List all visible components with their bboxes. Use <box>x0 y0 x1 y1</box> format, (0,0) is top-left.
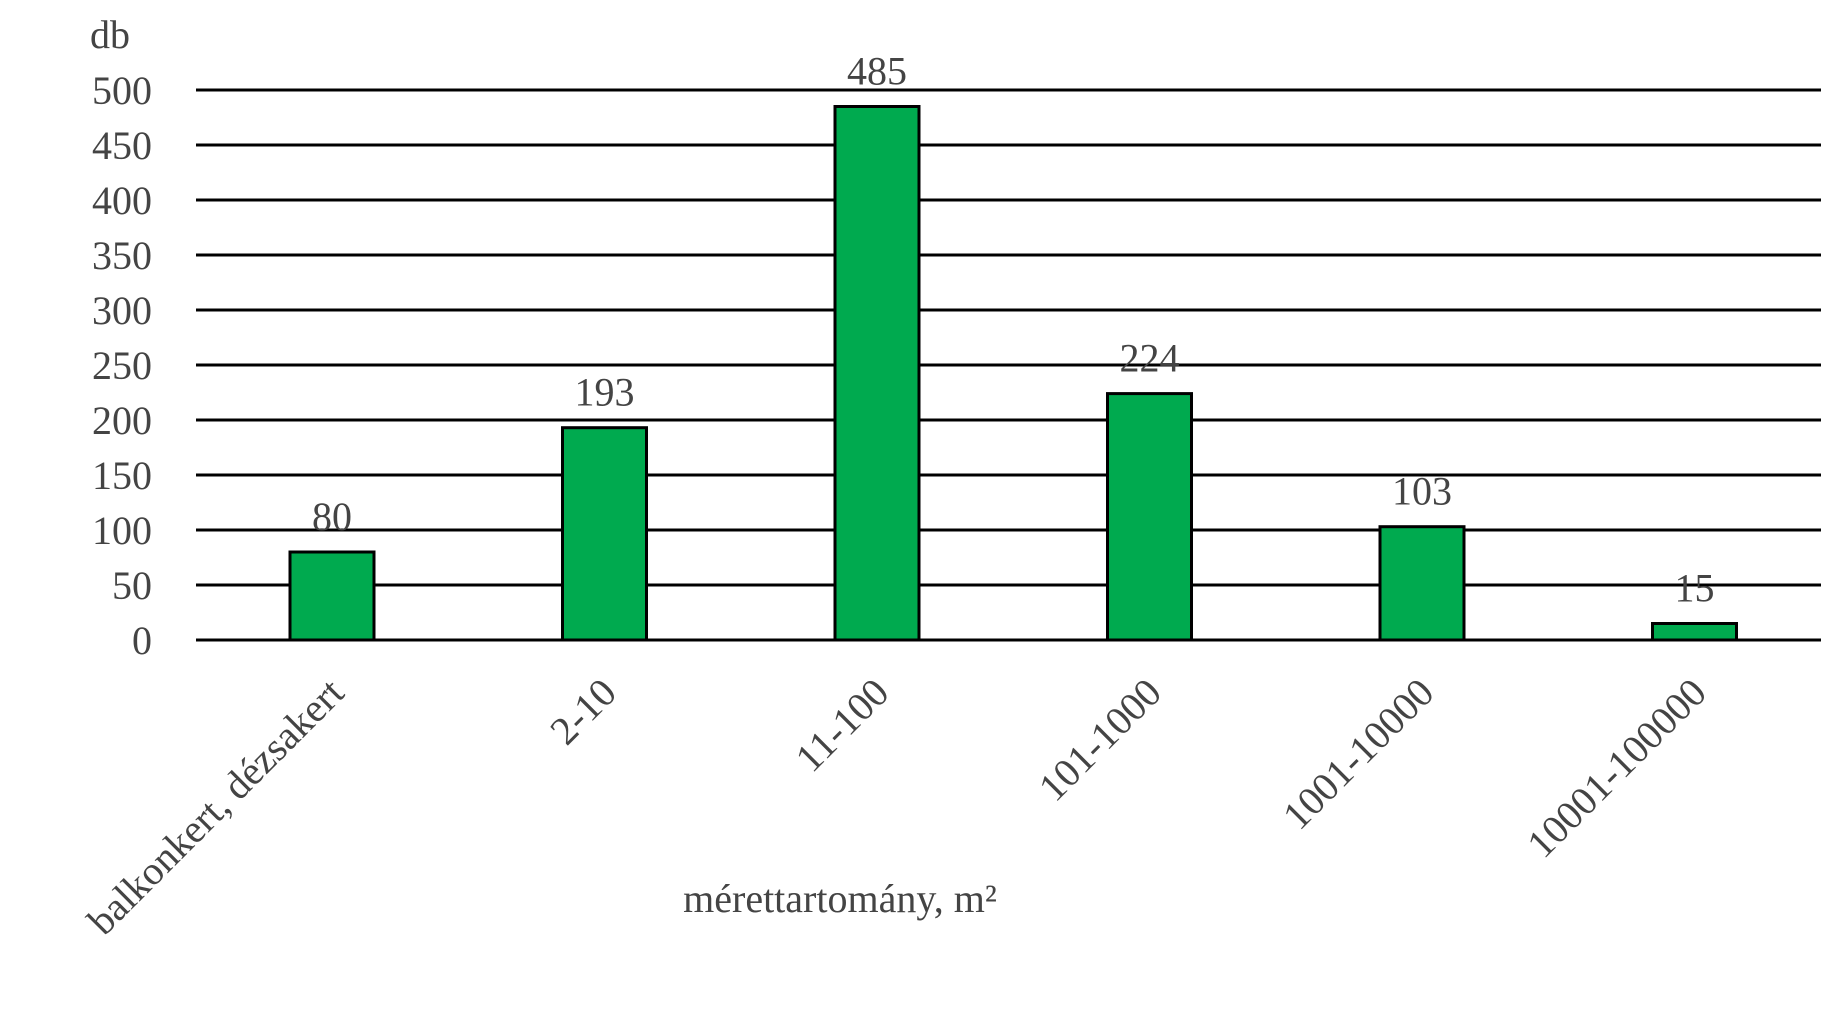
y-tick-label: 400 <box>92 178 152 223</box>
x-tick-label: 101-1000 <box>1030 670 1170 810</box>
x-tick-label: 11-100 <box>786 670 897 781</box>
y-tick-label: 100 <box>92 508 152 553</box>
y-tick-label: 450 <box>92 123 152 168</box>
data-label: 80 <box>312 494 352 539</box>
x-axis-label: mérettartomány, m² <box>683 876 997 921</box>
gridlines <box>196 88 1821 642</box>
bar <box>833 105 921 642</box>
y-tick-label: 50 <box>112 563 152 608</box>
data-labels: 80 193 485 224 103 15 <box>312 49 1715 611</box>
bars <box>288 105 1738 642</box>
x-tick-label: balkonkert, dézsakert <box>79 670 353 944</box>
y-tick-label: 300 <box>92 288 152 333</box>
bar <box>1106 392 1193 642</box>
bar <box>288 550 376 642</box>
y-tick-label: 350 <box>92 233 152 278</box>
bar <box>561 426 648 642</box>
bar <box>1651 622 1738 642</box>
y-tick-label: 500 <box>92 68 152 113</box>
data-label: 193 <box>575 370 635 415</box>
data-label: 485 <box>847 49 907 94</box>
data-label: 15 <box>1675 566 1715 611</box>
y-tick-label: 250 <box>92 343 152 388</box>
data-label: 103 <box>1392 469 1452 514</box>
y-axis-ticks: 0 50 100 150 200 250 300 350 400 450 500 <box>92 68 152 663</box>
y-tick-label: 150 <box>92 453 152 498</box>
bar <box>1378 525 1466 642</box>
x-tick-label: 2-10 <box>541 670 625 754</box>
x-tick-label: 10001-100000 <box>1518 670 1715 867</box>
y-tick-label: 0 <box>132 618 152 663</box>
x-tick-label: 1001-10000 <box>1274 670 1443 839</box>
y-axis-label: db <box>90 12 130 57</box>
y-tick-label: 200 <box>92 398 152 443</box>
data-label: 224 <box>1120 336 1180 381</box>
